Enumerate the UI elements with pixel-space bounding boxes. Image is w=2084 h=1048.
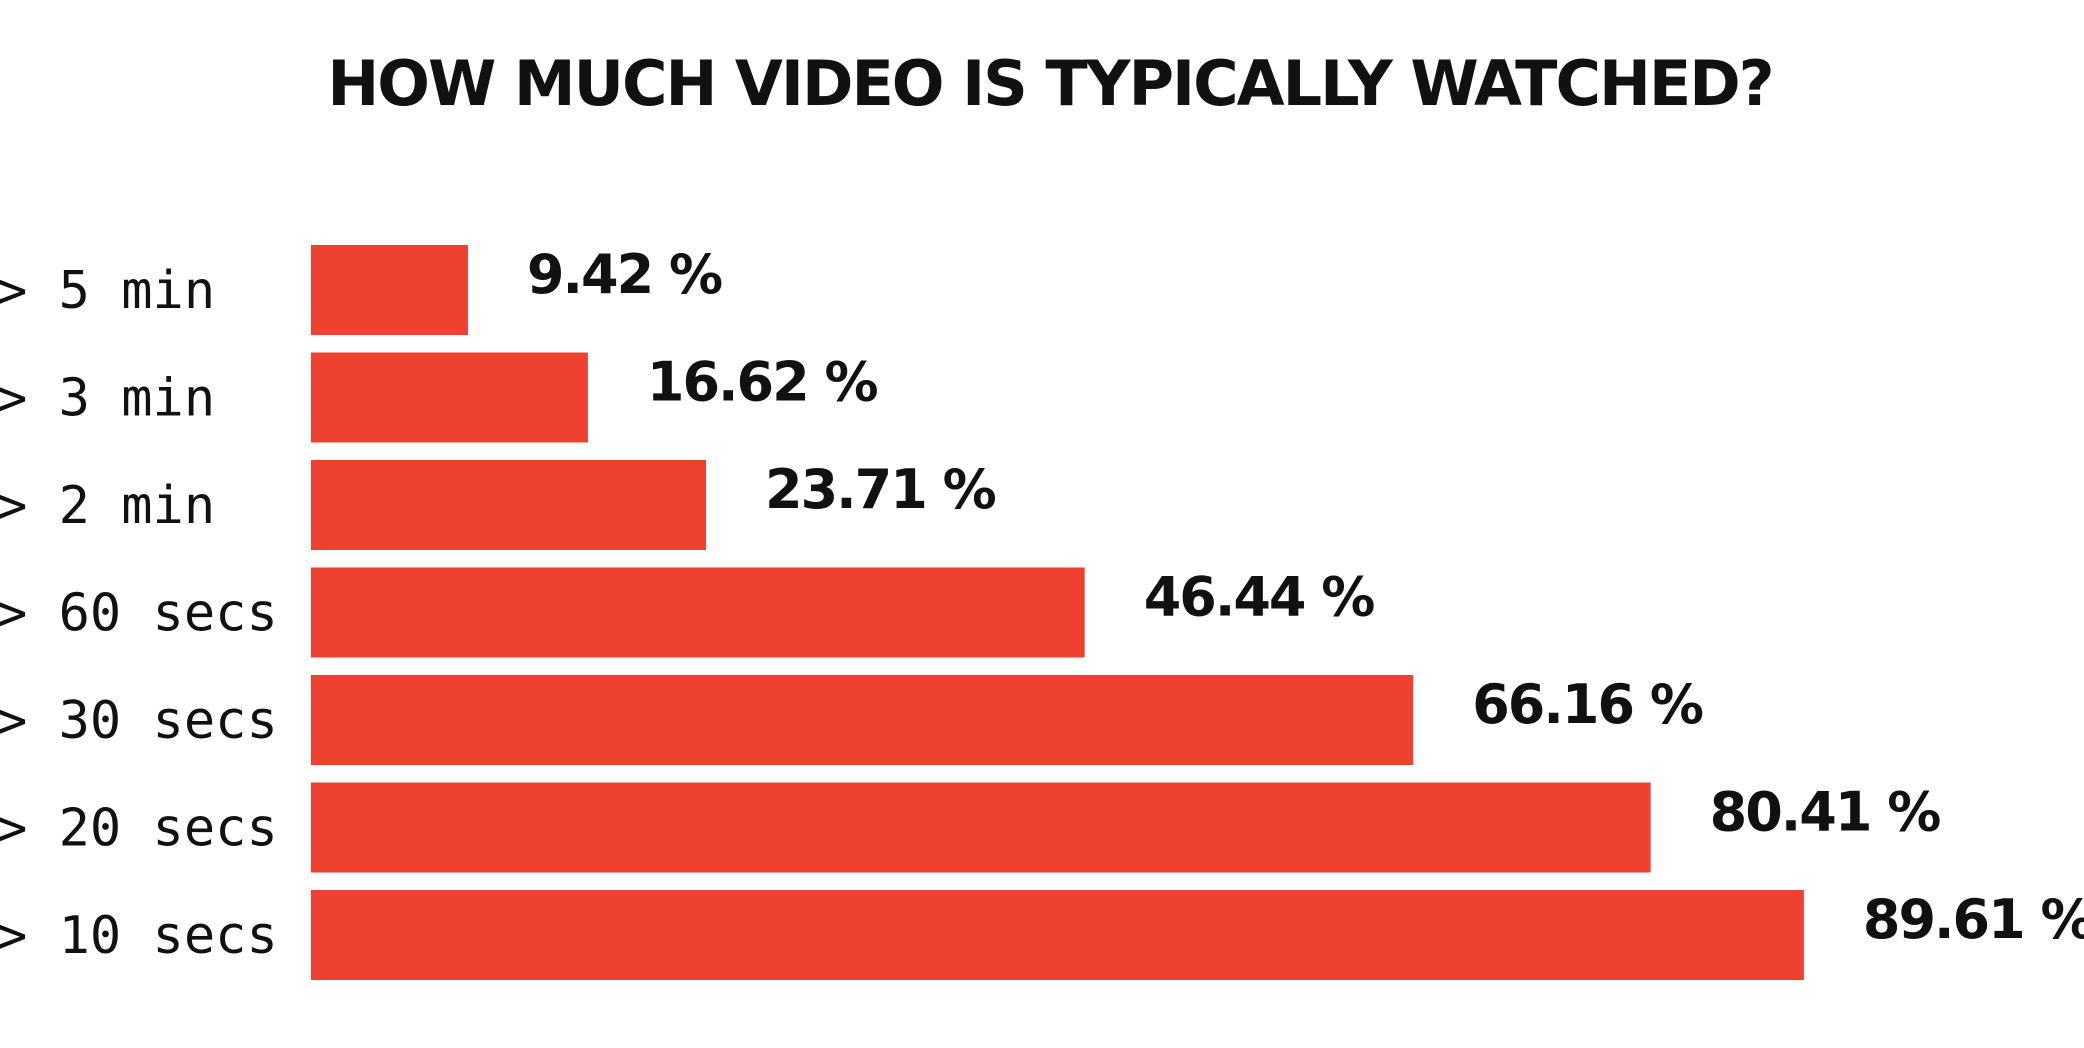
bar [311,782,1651,873]
category-label: > 30 secs [0,691,278,751]
value-label: 80.41 % [1710,781,1941,844]
value-label: 9.42 % [527,243,722,306]
category-label: > 3 min [0,369,215,429]
bar [311,352,588,443]
bar [311,675,1414,765]
category-label: > 2 min [0,476,215,536]
bar [311,890,1804,980]
category-label: > 60 secs [0,584,278,644]
chart-title: HOW MUCH VIDEO IS TYPICALLY WATCHED? [327,47,1772,120]
bars-group: > 5 min 9.42 % > 3 min 16.62 % > 2 min 23.71 … [0,243,2084,980]
category-label: > 10 secs [0,906,278,966]
value-label: 66.16 % [1472,673,1703,736]
value-label: 23.71 % [765,458,996,521]
bar [311,567,1085,658]
category-label: > 20 secs [0,799,278,859]
value-label: 46.44 % [1144,566,1375,629]
value-label: 89.61 % [1863,888,2084,951]
bar [311,460,707,550]
bar [311,245,468,335]
value-label: 16.62 % [647,351,878,414]
category-label: > 5 min [0,261,215,321]
